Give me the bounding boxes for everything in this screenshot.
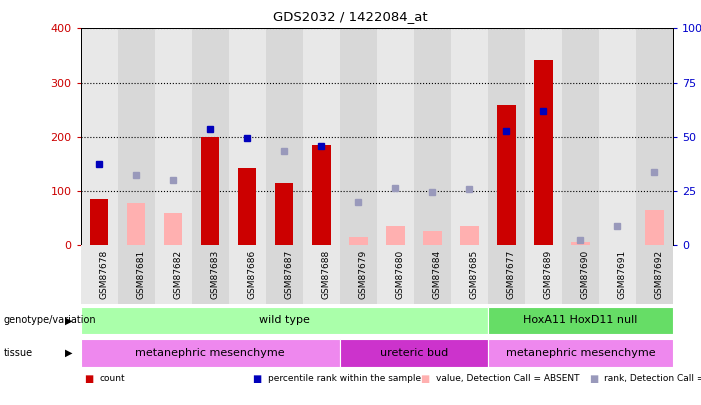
Bar bbox=[266, 28, 303, 245]
Bar bbox=[534, 60, 552, 245]
Text: GSM87686: GSM87686 bbox=[247, 250, 256, 299]
Text: GSM87678: GSM87678 bbox=[99, 250, 108, 299]
Text: GSM87681: GSM87681 bbox=[136, 250, 145, 299]
Bar bbox=[488, 245, 525, 304]
Text: tissue: tissue bbox=[4, 348, 33, 358]
Text: GSM87685: GSM87685 bbox=[470, 250, 478, 299]
Bar bbox=[81, 245, 118, 304]
Bar bbox=[90, 199, 109, 245]
Bar bbox=[118, 28, 155, 245]
Text: GSM87682: GSM87682 bbox=[173, 250, 182, 299]
Text: genotype/variation: genotype/variation bbox=[4, 315, 96, 325]
Bar bbox=[118, 245, 155, 304]
Bar bbox=[201, 136, 219, 245]
Text: GSM87680: GSM87680 bbox=[395, 250, 404, 299]
Text: count: count bbox=[100, 374, 125, 383]
Bar bbox=[488, 28, 525, 245]
Bar bbox=[377, 28, 414, 245]
Bar bbox=[312, 145, 330, 245]
Bar bbox=[414, 245, 451, 304]
Text: GSM87690: GSM87690 bbox=[580, 250, 590, 299]
Text: GDS2032 / 1422084_at: GDS2032 / 1422084_at bbox=[273, 10, 428, 23]
Text: HoxA11 HoxD11 null: HoxA11 HoxD11 null bbox=[523, 315, 638, 325]
Bar bbox=[191, 28, 229, 245]
Text: ureteric bud: ureteric bud bbox=[380, 348, 448, 358]
Text: metanephric mesenchyme: metanephric mesenchyme bbox=[135, 348, 285, 358]
Bar bbox=[562, 245, 599, 304]
Text: rank, Detection Call = ABSENT: rank, Detection Call = ABSENT bbox=[604, 374, 701, 383]
Text: GSM87691: GSM87691 bbox=[618, 250, 627, 299]
Text: ▶: ▶ bbox=[64, 315, 72, 325]
Bar bbox=[238, 168, 257, 245]
Text: GSM87677: GSM87677 bbox=[506, 250, 515, 299]
Bar bbox=[303, 28, 340, 245]
Text: GSM87683: GSM87683 bbox=[210, 250, 219, 299]
Text: ■: ■ bbox=[84, 374, 93, 384]
Text: GSM87689: GSM87689 bbox=[543, 250, 552, 299]
Text: metanephric mesenchyme: metanephric mesenchyme bbox=[505, 348, 655, 358]
Text: GSM87687: GSM87687 bbox=[284, 250, 293, 299]
Text: GSM87679: GSM87679 bbox=[358, 250, 367, 299]
Bar bbox=[349, 237, 367, 245]
Bar bbox=[599, 28, 636, 245]
Bar bbox=[423, 232, 442, 245]
Bar bbox=[562, 28, 599, 245]
Bar bbox=[645, 210, 664, 245]
Bar bbox=[340, 245, 377, 304]
Bar bbox=[488, 307, 673, 334]
Bar bbox=[164, 213, 182, 245]
Bar bbox=[275, 183, 294, 245]
Bar bbox=[414, 28, 451, 245]
Text: ■: ■ bbox=[589, 374, 598, 384]
Text: GSM87692: GSM87692 bbox=[655, 250, 663, 299]
Bar bbox=[377, 245, 414, 304]
Bar bbox=[460, 226, 479, 245]
Bar bbox=[81, 28, 118, 245]
Bar bbox=[81, 339, 340, 367]
Bar bbox=[303, 245, 340, 304]
Bar bbox=[229, 28, 266, 245]
Bar bbox=[451, 245, 488, 304]
Text: wild type: wild type bbox=[259, 315, 310, 325]
Text: value, Detection Call = ABSENT: value, Detection Call = ABSENT bbox=[436, 374, 580, 383]
Bar bbox=[155, 245, 191, 304]
Bar bbox=[155, 28, 191, 245]
Bar bbox=[386, 226, 404, 245]
Bar bbox=[599, 245, 636, 304]
Bar bbox=[229, 245, 266, 304]
Bar bbox=[636, 245, 673, 304]
Text: percentile rank within the sample: percentile rank within the sample bbox=[268, 374, 421, 383]
Bar bbox=[191, 245, 229, 304]
Bar bbox=[127, 203, 145, 245]
Bar bbox=[340, 28, 377, 245]
Bar bbox=[497, 105, 516, 245]
Bar bbox=[571, 242, 590, 245]
Text: GSM87688: GSM87688 bbox=[321, 250, 330, 299]
Bar bbox=[340, 339, 488, 367]
Bar bbox=[451, 28, 488, 245]
Text: GSM87684: GSM87684 bbox=[433, 250, 442, 299]
Bar bbox=[525, 245, 562, 304]
Text: ■: ■ bbox=[421, 374, 430, 384]
Text: ▶: ▶ bbox=[64, 348, 72, 358]
Bar bbox=[488, 339, 673, 367]
Bar bbox=[81, 307, 488, 334]
Bar bbox=[525, 28, 562, 245]
Bar bbox=[636, 28, 673, 245]
Text: ■: ■ bbox=[252, 374, 261, 384]
Bar bbox=[266, 245, 303, 304]
